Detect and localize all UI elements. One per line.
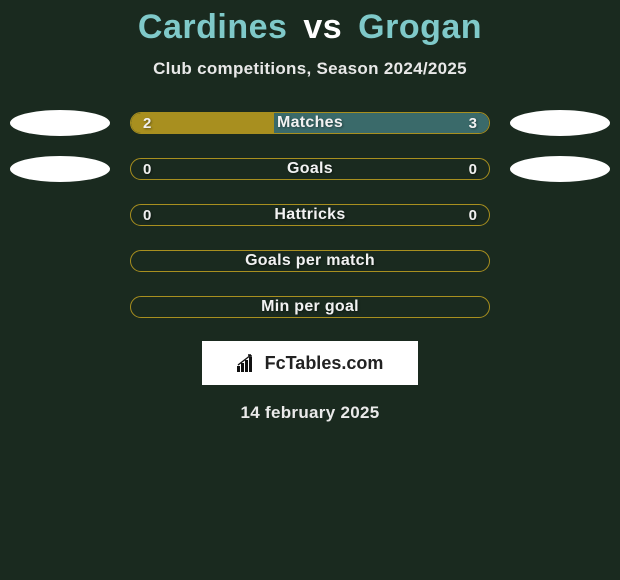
bar-value-right: 0 bbox=[469, 205, 477, 225]
subtitle: Club competitions, Season 2024/2025 bbox=[0, 59, 620, 79]
logo-label: FcTables.com bbox=[265, 353, 384, 374]
player1-name: Cardines bbox=[138, 8, 288, 46]
player1-oval bbox=[10, 202, 110, 228]
bar-value-right: 0 bbox=[469, 159, 477, 179]
bar-value-left: 0 bbox=[143, 205, 151, 225]
player2-oval bbox=[510, 156, 610, 182]
bar-wrap: Goals per match bbox=[130, 250, 490, 272]
player2-oval bbox=[510, 110, 610, 136]
logo: FcTables.com bbox=[202, 341, 418, 385]
stat-row: Min per goal bbox=[10, 295, 610, 319]
comparison-card: Cardines vs Grogan Club competitions, Se… bbox=[0, 0, 620, 423]
bar-wrap: Min per goal bbox=[130, 296, 490, 318]
bar-track: Goals0 0 bbox=[130, 158, 490, 180]
bar-label: Matches bbox=[131, 113, 489, 133]
bars-icon bbox=[237, 354, 259, 372]
player1-oval bbox=[10, 156, 110, 182]
bar-track: Matches2 3 bbox=[130, 112, 490, 134]
player1-oval bbox=[10, 294, 110, 320]
bar-label: Goals per match bbox=[131, 251, 489, 271]
stat-row: Goals0 0 bbox=[10, 157, 610, 181]
bar-track: Hattricks0 0 bbox=[130, 204, 490, 226]
player2-name: Grogan bbox=[358, 8, 482, 46]
bar-track: Goals per match bbox=[130, 250, 490, 272]
page-title: Cardines vs Grogan bbox=[0, 8, 620, 47]
bar-value-left: 0 bbox=[143, 159, 151, 179]
bar-track: Min per goal bbox=[130, 296, 490, 318]
bar-label: Goals bbox=[131, 159, 489, 179]
player2-oval bbox=[510, 248, 610, 274]
bar-wrap: Hattricks0 0 bbox=[130, 204, 490, 226]
bar-label: Min per goal bbox=[131, 297, 489, 317]
stat-row: Hattricks0 0 bbox=[10, 203, 610, 227]
bar-label: Hattricks bbox=[131, 205, 489, 225]
bar-value-left: 2 bbox=[143, 113, 151, 133]
bar-wrap: Goals0 0 bbox=[130, 158, 490, 180]
vs-label: vs bbox=[303, 8, 342, 46]
stat-row: Matches2 3 bbox=[10, 111, 610, 135]
stat-row: Goals per match bbox=[10, 249, 610, 273]
chart-area: Matches23Goals00Hattricks00Goals per mat… bbox=[0, 111, 620, 319]
player2-oval bbox=[510, 202, 610, 228]
bar-value-right: 3 bbox=[469, 113, 477, 133]
player1-oval bbox=[10, 248, 110, 274]
player1-oval bbox=[10, 110, 110, 136]
player2-oval bbox=[510, 294, 610, 320]
bar-wrap: Matches2 3 bbox=[130, 112, 490, 134]
logo-text: FcTables.com bbox=[237, 353, 384, 374]
date: 14 february 2025 bbox=[0, 403, 620, 423]
